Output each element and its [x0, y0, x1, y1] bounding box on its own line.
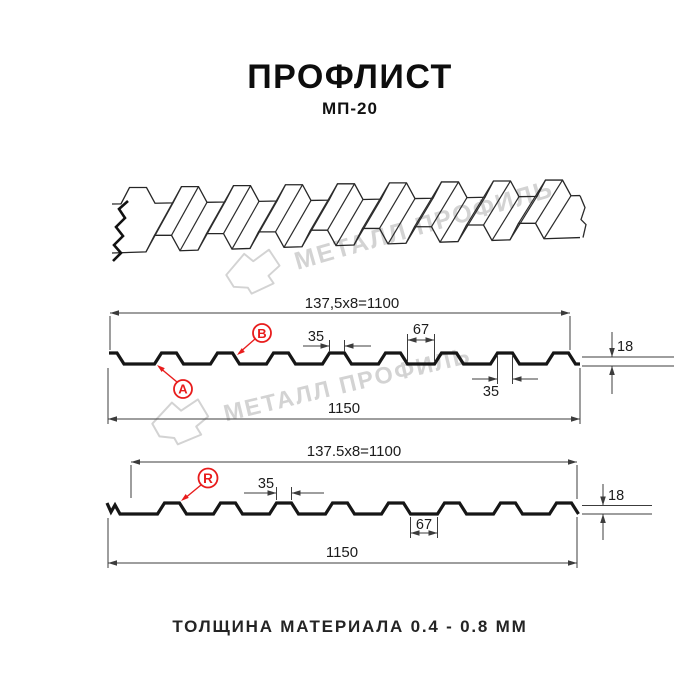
- dim-valley-bottom: 67: [416, 517, 432, 533]
- metal-profil-logo-icon: [225, 248, 281, 295]
- profile-section-top-diagram: [107, 310, 674, 424]
- dim-crest-lower-top: 35: [483, 384, 499, 400]
- dim-height-top: 18: [617, 339, 633, 355]
- page-title: ПРОФЛИСТ: [247, 58, 453, 96]
- marker-a-label: A: [178, 382, 188, 397]
- metal-profil-logo-icon: [151, 398, 210, 446]
- dim-height-bottom: 18: [608, 488, 624, 504]
- corrugated-sheet-3d-view: [111, 179, 587, 262]
- dim-valley-top: 67: [413, 322, 429, 338]
- dim-crest-upper-top: 35: [308, 329, 324, 345]
- brand-watermark: МЕТАЛЛ ПРОФИЛЬ: [219, 165, 559, 305]
- marker-r-label: R: [203, 471, 213, 486]
- dim-pitch-formula-bottom: 137.5x8=1100: [307, 443, 401, 460]
- brand-watermark: МЕТАЛЛ ПРОФИЛЬ: [146, 330, 476, 455]
- dim-pitch-formula-top: 137,5x8=1100: [305, 295, 399, 312]
- dim-total-width-top: 1150: [328, 400, 360, 417]
- dim-crest-bottom: 35: [258, 476, 274, 492]
- profile-section-bottom-diagram: [105, 459, 652, 568]
- marker-b-label: B: [257, 326, 266, 341]
- material-thickness-note: ТОЛЩИНА МАТЕРИАЛА 0.4 - 0.8 ММ: [172, 617, 528, 636]
- dim-total-width-bottom: 1150: [326, 544, 358, 561]
- profile-model-subtitle: МП-20: [322, 99, 378, 118]
